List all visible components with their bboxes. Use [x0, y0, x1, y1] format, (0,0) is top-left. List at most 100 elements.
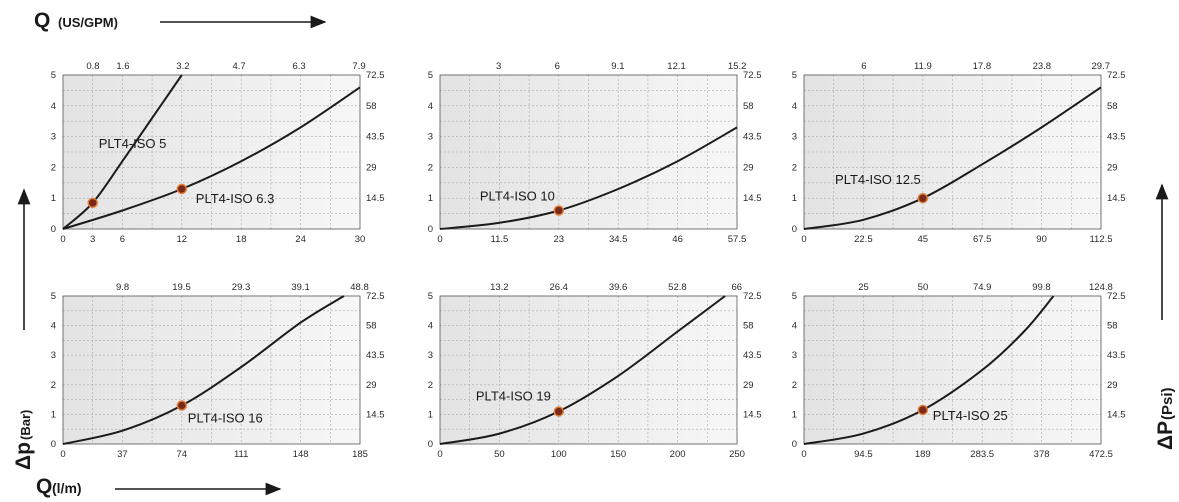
y-tick-label: 3 — [428, 350, 433, 361]
y2-tick-label: 14.5 — [1107, 409, 1126, 420]
x2-tick-label: 29.7 — [1092, 61, 1111, 72]
left-axis-label: Δp — [12, 442, 35, 470]
top-axis-label: Q — [34, 9, 50, 32]
x-tick-label: 250 — [729, 449, 745, 460]
x2-tick-label: 4.7 — [233, 61, 246, 72]
x2-tick-label: 74.9 — [973, 282, 992, 293]
y2-tick-label: 29 — [743, 380, 754, 391]
series-label: PLT4-ISO 19 — [476, 388, 551, 403]
x-tick-label: 3 — [90, 234, 95, 245]
x-tick-label: 45 — [918, 234, 929, 245]
x2-tick-label: 19.5 — [172, 282, 191, 293]
x-tick-label: 37 — [117, 449, 128, 460]
data-point-marker — [176, 183, 188, 195]
x2-tick-label: 29.3 — [232, 282, 251, 293]
series-label: PLT4-ISO 25 — [933, 408, 1008, 423]
series-label: PLT4-ISO 10 — [480, 189, 555, 204]
x-tick-label: 23 — [554, 234, 565, 245]
y-tick-label: 2 — [51, 380, 56, 391]
plot-frame — [62, 74, 361, 230]
y2-tick-label: 29 — [366, 380, 377, 391]
x2-tick-label: 9.8 — [116, 282, 129, 293]
series-line — [803, 295, 1055, 445]
x2-tick-label: 25 — [858, 282, 869, 293]
y2-tick-label: 58 — [366, 321, 377, 332]
x-tick-label: 0 — [801, 234, 806, 245]
y-tick-label: 5 — [428, 291, 433, 302]
y-tick-label: 1 — [51, 193, 56, 204]
y-tick-label: 4 — [428, 321, 433, 332]
x2-tick-label: 6 — [861, 61, 866, 72]
data-point-marker — [176, 400, 188, 411]
bottom-axis-unit: (l/m) — [52, 480, 82, 496]
x-tick-label: 472.5 — [1089, 449, 1113, 460]
y-tick-label: 2 — [51, 162, 56, 173]
x2-tick-label: 3.2 — [176, 61, 189, 72]
y2-tick-label: 72.5 — [366, 70, 385, 81]
x-tick-label: 74 — [177, 449, 188, 460]
x2-tick-label: 52.8 — [668, 282, 687, 293]
right-axis-title: ΔP (Psi) — [1154, 387, 1177, 450]
plot-frame — [62, 295, 361, 445]
series-label: PLT4-ISO 12.5 — [835, 172, 921, 187]
right-axis-label: ΔP — [1154, 421, 1177, 450]
y2-tick-label: 43.5 — [743, 350, 762, 361]
y-tick-label: 5 — [51, 70, 56, 81]
y-tick-label: 4 — [51, 101, 56, 112]
y-tick-label: 3 — [51, 350, 56, 361]
y2-tick-label: 43.5 — [366, 132, 385, 143]
y2-tick-label: 29 — [1107, 380, 1118, 391]
x-tick-label: 46 — [672, 234, 683, 245]
y2-tick-label: 58 — [1107, 101, 1118, 112]
y2-tick-label: 29 — [366, 162, 377, 173]
y2-tick-label: 58 — [743, 321, 754, 332]
y2-tick-label: 43.5 — [366, 350, 385, 361]
top-axis-unit: (US/GPM) — [58, 15, 118, 30]
y2-tick-label: 14.5 — [366, 193, 385, 204]
y-tick-label: 3 — [428, 132, 433, 143]
y-tick-label: 5 — [51, 291, 56, 302]
y2-tick-label: 72.5 — [1107, 70, 1126, 81]
right-axis-unit: (Psi) — [1159, 387, 1176, 420]
y2-tick-label: 14.5 — [1107, 193, 1126, 204]
x-tick-label: 50 — [494, 449, 505, 460]
x-tick-label: 94.5 — [854, 449, 873, 460]
left-axis-title: Δp (Bar) — [12, 410, 35, 470]
data-point-marker — [553, 205, 565, 216]
plot-frame — [439, 295, 738, 445]
left-axis-unit: (Bar) — [18, 410, 33, 440]
x2-tick-label: 66 — [731, 282, 742, 293]
x2-tick-label: 13.2 — [490, 282, 509, 293]
y-tick-label: 0 — [792, 224, 797, 235]
x-tick-label: 90 — [1036, 234, 1047, 245]
y-tick-label: 2 — [428, 162, 433, 173]
y-tick-label: 1 — [428, 409, 433, 420]
y2-tick-label: 43.5 — [1107, 132, 1126, 143]
series-line — [439, 126, 738, 230]
x-tick-label: 11.5 — [491, 234, 509, 245]
series-line — [62, 295, 345, 445]
y2-tick-label: 29 — [743, 162, 754, 173]
y2-tick-label: 72.5 — [743, 70, 762, 81]
series-label: PLT4-ISO 5 — [99, 136, 167, 151]
y2-tick-label: 14.5 — [743, 409, 762, 420]
series-label: PLT4-ISO 6.3 — [196, 191, 275, 206]
y-tick-label: 3 — [792, 350, 797, 361]
x2-tick-label: 9.1 — [611, 61, 624, 72]
x-tick-label: 283.5 — [970, 449, 994, 460]
x2-tick-label: 26.4 — [549, 282, 568, 293]
x2-tick-label: 99.8 — [1032, 282, 1051, 293]
data-point-marker — [553, 406, 565, 417]
x-tick-label: 185 — [352, 449, 368, 460]
x-tick-label: 34.5 — [609, 234, 628, 245]
x-tick-label: 22.5 — [854, 234, 873, 245]
y-tick-label: 0 — [51, 439, 56, 450]
data-point-marker — [917, 404, 929, 416]
y2-tick-label: 43.5 — [1107, 350, 1126, 361]
x-tick-label: 100 — [551, 449, 567, 460]
x-tick-label: 148 — [293, 449, 309, 460]
x-tick-label: 111 — [234, 449, 248, 460]
y2-tick-label: 72.5 — [1107, 291, 1126, 302]
